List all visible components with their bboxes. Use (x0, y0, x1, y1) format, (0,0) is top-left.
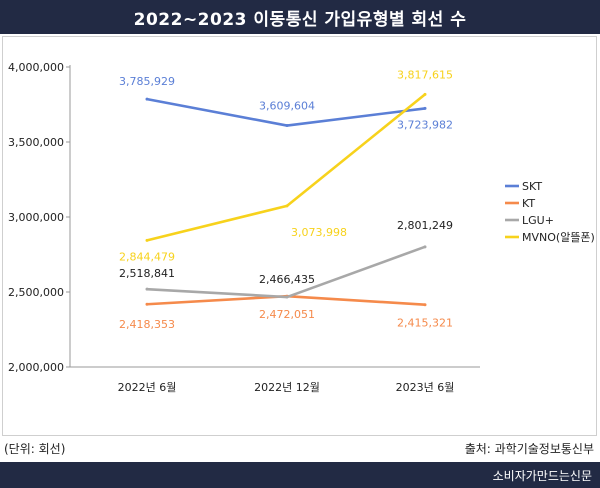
legend-label: KT (522, 197, 535, 210)
y-tick-label: 4,000,000 (8, 61, 64, 74)
x-tick-label: 2022년 12월 (254, 381, 320, 394)
data-label: 2,801,249 (397, 219, 453, 232)
data-point (423, 303, 427, 307)
data-label: 2,466,435 (259, 273, 315, 286)
data-point (145, 302, 149, 306)
legend-label: MVNO(알뜰폰) (522, 230, 595, 244)
x-tick-label: 2023년 6월 (396, 381, 455, 394)
source-note: 출처: 과학기술정보통신부 (464, 442, 594, 456)
legend-label: LGU+ (522, 214, 554, 227)
data-point (423, 106, 427, 110)
data-label: 2,472,051 (259, 308, 315, 321)
data-label: 2,518,841 (119, 267, 175, 280)
footer-bar: 소비자가만드는신문 (0, 462, 600, 488)
legend-label: SKT (522, 180, 542, 193)
series-line-MVNO(알뜰폰) (146, 93, 426, 242)
data-point (285, 295, 289, 299)
data-label: 2,844,479 (119, 250, 175, 263)
data-point (423, 245, 427, 249)
x-tick-label: 2022년 6월 (118, 381, 177, 394)
data-label: 3,723,982 (397, 118, 453, 131)
chart-title: 2022~2023 이동통신 가입유형별 회선 수 (0, 0, 600, 34)
data-point (285, 124, 289, 128)
chart-frame (2, 36, 597, 436)
line-chart: 2,000,000 2,500,000 3,000,000 3,500,000 4,00… (8, 61, 595, 394)
footer-brand: 소비자가만드는신문 (492, 468, 592, 483)
data-label: 2,418,353 (119, 318, 175, 331)
data-label: 3,609,604 (259, 100, 315, 113)
y-tick-label: 3,500,000 (8, 136, 64, 149)
data-label: 3,817,615 (397, 68, 453, 81)
series-line-LGU+ (146, 245, 426, 299)
data-point (145, 97, 149, 101)
data-point (145, 238, 149, 242)
data-point (285, 204, 289, 208)
data-label: 3,785,929 (119, 75, 175, 88)
data-label: 2,415,321 (397, 317, 453, 330)
data-point (145, 287, 149, 291)
data-point (423, 92, 427, 96)
y-tick-label: 2,500,000 (8, 286, 64, 299)
y-tick-label: 3,000,000 (8, 211, 64, 224)
y-tick-label: 2,000,000 (8, 361, 64, 374)
data-label: 3,073,998 (291, 226, 347, 239)
unit-note: (단위: 회선) (4, 442, 66, 456)
